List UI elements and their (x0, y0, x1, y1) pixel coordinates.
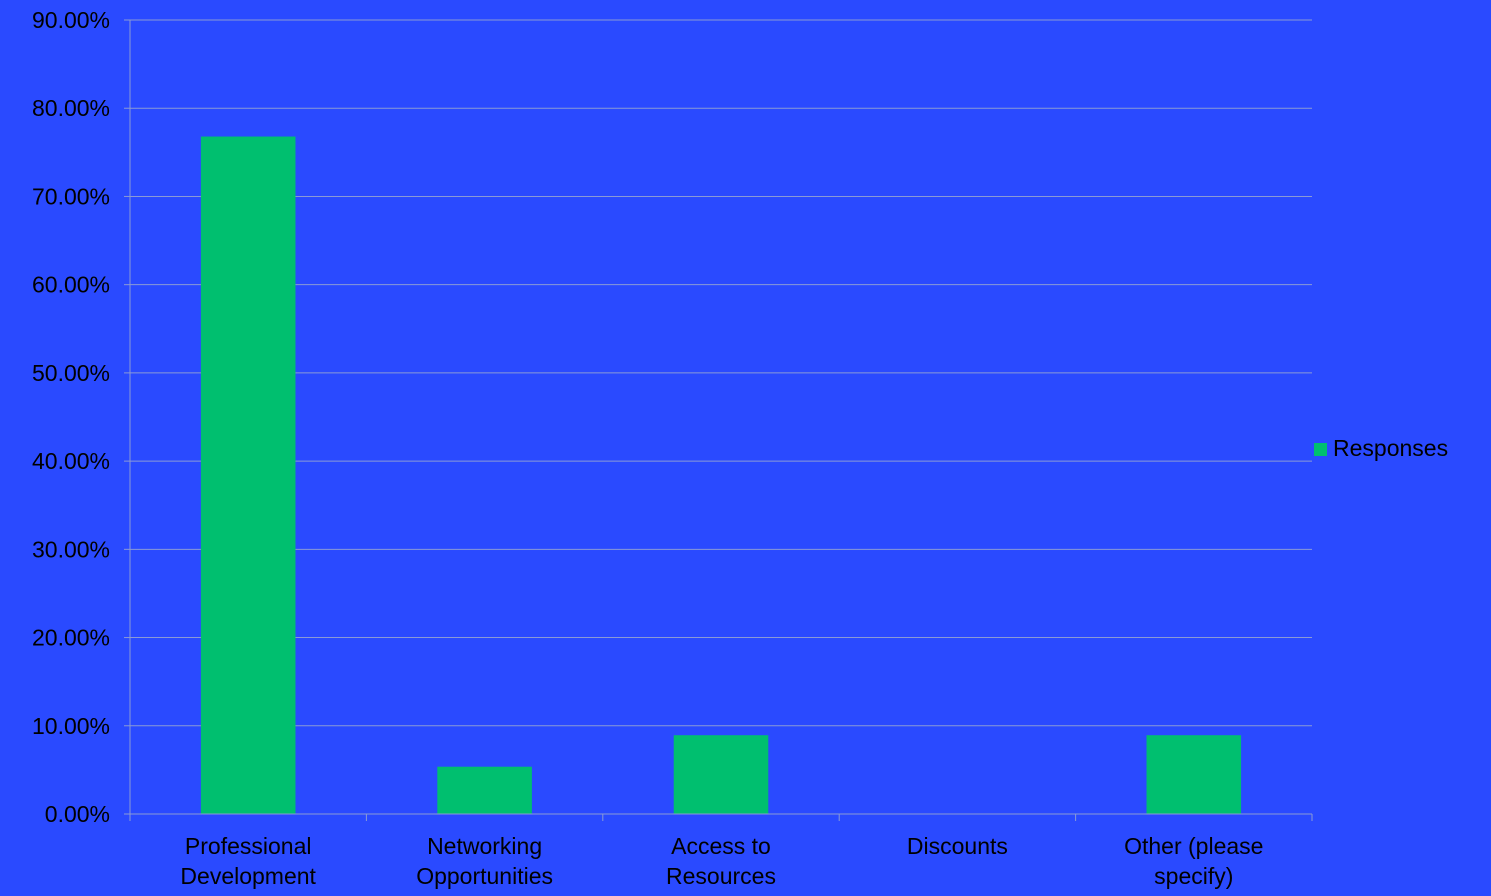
bar (437, 766, 532, 814)
y-tick-label: 0.00% (45, 801, 110, 827)
bar (1146, 735, 1242, 814)
bar (673, 735, 769, 814)
x-tick-labels: Professional Development Networking Opportu… (180, 833, 1263, 889)
x-tick-label: Other (please specify) (1124, 833, 1263, 889)
bar (200, 136, 296, 814)
legend-label: Responses (1333, 435, 1448, 461)
bars (200, 136, 1242, 814)
y-tick-label: 70.00% (32, 183, 110, 209)
y-tick-label: 20.00% (32, 625, 110, 651)
y-tick-label: 50.00% (32, 360, 110, 386)
y-tick-label: 10.00% (32, 713, 110, 739)
y-tick-label: 80.00% (32, 95, 110, 121)
x-tick-label: Access to Resources (666, 833, 776, 889)
x-tick-label: Discounts (907, 833, 1008, 859)
legend-swatch (1314, 443, 1327, 456)
y-tick-label: 90.00% (32, 7, 110, 33)
axes (124, 19, 1313, 821)
y-tick-label: 60.00% (32, 272, 110, 298)
y-tick-labels: 0.00% 10.00% 20.00% 30.00% 40.00% 50.00% 60.00… (32, 7, 110, 827)
y-tick-label: 40.00% (32, 448, 110, 474)
y-tick-label: 30.00% (32, 536, 110, 562)
x-tick-label: Networking Opportunities (416, 833, 553, 889)
x-tick-label: Professional Development (180, 833, 316, 889)
gridlines (130, 19, 1312, 727)
legend: Responses (1314, 435, 1448, 461)
